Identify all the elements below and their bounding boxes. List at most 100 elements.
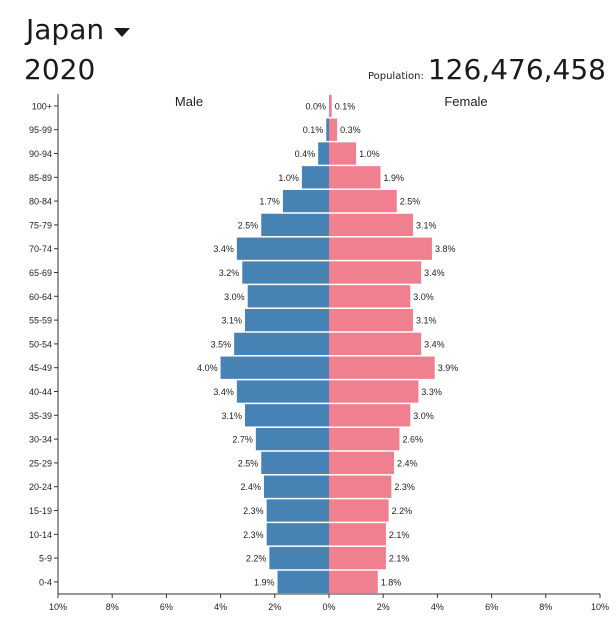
- female-bar: [329, 261, 422, 284]
- male-bar: [247, 285, 329, 308]
- female-bar: [329, 94, 332, 118]
- male-value-label: 0.1%: [303, 125, 324, 135]
- male-value-label: 3.1%: [221, 316, 242, 326]
- male-bar: [277, 570, 329, 594]
- female-value-label: 1.0%: [359, 149, 380, 159]
- male-value-label: 2.5%: [238, 220, 259, 230]
- age-group-label: 90-94: [29, 149, 52, 159]
- female-header: Female: [444, 94, 487, 109]
- female-value-label: 0.1%: [335, 101, 356, 111]
- female-value-label: 2.6%: [402, 435, 423, 445]
- male-bar: [263, 475, 329, 498]
- female-bar: [329, 475, 392, 498]
- female-value-label: 2.1%: [389, 530, 410, 540]
- female-value-label: 3.1%: [416, 220, 437, 230]
- male-bar: [236, 380, 329, 403]
- female-bar: [329, 356, 435, 379]
- age-group-label: 40-44: [29, 387, 52, 397]
- female-bar: [329, 451, 395, 475]
- x-tick-label: 4%: [431, 602, 444, 612]
- age-group-label: 0-4: [39, 577, 52, 587]
- male-bar: [234, 332, 329, 356]
- male-value-label: 2.7%: [232, 435, 253, 445]
- male-bar: [261, 451, 329, 475]
- male-bar: [266, 523, 329, 546]
- age-group-label: 35-39: [29, 411, 52, 421]
- female-bar: [329, 404, 411, 427]
- age-group-label: 25-29: [29, 458, 52, 468]
- female-bar: [329, 523, 386, 546]
- female-value-label: 1.8%: [381, 577, 402, 587]
- female-bar: [329, 332, 422, 356]
- age-group-label: 20-24: [29, 482, 52, 492]
- female-bar: [329, 189, 397, 213]
- male-value-label: 1.0%: [278, 173, 299, 183]
- female-bar: [329, 213, 414, 237]
- male-value-label: 3.4%: [213, 387, 234, 397]
- male-value-label: 3.1%: [221, 411, 242, 421]
- female-value-label: 3.9%: [438, 363, 459, 373]
- female-value-label: 3.3%: [421, 387, 442, 397]
- age-group-label: 5-9: [39, 554, 52, 564]
- male-value-label: 2.4%: [240, 482, 261, 492]
- age-group-label: 50-54: [29, 339, 52, 349]
- male-value-label: 1.9%: [254, 577, 275, 587]
- female-value-label: 2.1%: [389, 554, 410, 564]
- age-group-label: 30-34: [29, 435, 52, 445]
- age-group-label: 45-49: [29, 363, 52, 373]
- female-bar: [329, 308, 414, 332]
- male-value-label: 3.2%: [219, 268, 240, 278]
- female-value-label: 1.9%: [383, 173, 404, 183]
- age-group-label: 75-79: [29, 220, 52, 230]
- x-tick-label: 0%: [322, 602, 335, 612]
- age-group-label: 95-99: [29, 125, 52, 135]
- male-bar: [261, 213, 329, 237]
- male-header: Male: [175, 94, 203, 109]
- age-group-label: 65-69: [29, 268, 52, 278]
- female-value-label: 3.1%: [416, 316, 437, 326]
- x-tick-label: 6%: [485, 602, 498, 612]
- female-value-label: 2.5%: [400, 197, 421, 207]
- female-bar: [329, 237, 432, 260]
- x-tick-label: 8%: [539, 602, 552, 612]
- population-display: Population: 126,476,458: [368, 52, 606, 88]
- male-bar: [242, 261, 329, 284]
- age-group-label: 80-84: [29, 197, 52, 207]
- female-value-label: 2.4%: [397, 458, 418, 468]
- female-bar: [329, 166, 381, 189]
- population-value: 126,476,458: [427, 53, 606, 86]
- x-tick-label: 6%: [160, 602, 173, 612]
- female-bar: [329, 570, 378, 594]
- female-value-label: 3.8%: [435, 244, 456, 254]
- country-selector[interactable]: Japan: [26, 12, 131, 48]
- female-bar: [329, 285, 411, 308]
- male-value-label: 4.0%: [197, 363, 218, 373]
- male-value-label: 3.0%: [224, 292, 245, 302]
- age-group-label: 100+: [32, 101, 52, 111]
- age-group-label: 70-74: [29, 244, 52, 254]
- age-group-label: 55-59: [29, 316, 52, 326]
- male-bar: [236, 237, 329, 260]
- female-bar: [329, 142, 357, 165]
- female-value-label: 2.2%: [392, 506, 413, 516]
- x-tick-label: 8%: [106, 602, 119, 612]
- male-value-label: 3.5%: [211, 339, 232, 349]
- male-value-label: 2.5%: [238, 458, 259, 468]
- female-bar: [329, 546, 386, 570]
- x-tick-label: 10%: [591, 602, 609, 612]
- male-bar: [282, 189, 329, 213]
- male-value-label: 3.4%: [213, 244, 234, 254]
- male-bar: [301, 166, 329, 189]
- female-bar: [329, 499, 389, 522]
- male-bar: [255, 427, 329, 451]
- age-group-label: 85-89: [29, 173, 52, 183]
- chevron-down-icon[interactable]: [114, 27, 131, 37]
- male-value-label: 1.7%: [259, 197, 280, 207]
- female-value-label: 3.0%: [413, 411, 434, 421]
- male-bar: [220, 356, 329, 379]
- female-value-label: 2.3%: [394, 482, 415, 492]
- x-tick-label: 10%: [49, 602, 67, 612]
- male-value-label: 0.0%: [305, 101, 326, 111]
- male-bar: [244, 404, 329, 427]
